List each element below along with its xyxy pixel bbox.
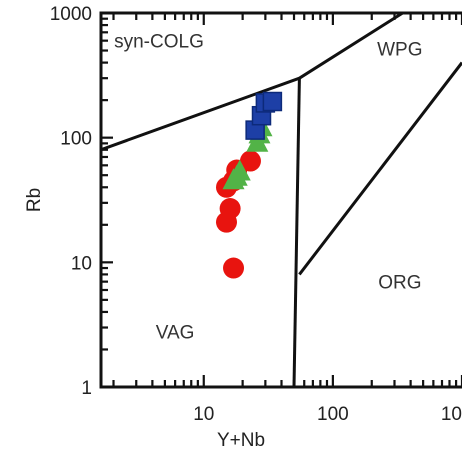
y-tick-label: 1000 (50, 4, 92, 25)
region-label-wpg: WPG (377, 39, 422, 60)
field-boundary-line (298, 61, 462, 276)
data-point-circle (219, 198, 241, 220)
y-tick-label: 100 (60, 129, 92, 150)
region-label-syn-colg: syn-COLG (114, 32, 204, 53)
data-point-circle (239, 150, 261, 172)
data-point-circle (223, 257, 245, 279)
x-tick-label: 10 (193, 404, 214, 425)
y-tick-label: 1 (81, 378, 92, 399)
region-label-org: ORG (378, 273, 421, 294)
x-axis-title: Y+Nb (217, 430, 265, 450)
y-tick-label: 10 (71, 253, 92, 274)
region-label-vag: VAG (156, 322, 195, 343)
field-boundary-line (101, 13, 406, 152)
data-point-square (262, 91, 283, 112)
x-tick-label: 1000 (441, 404, 462, 425)
field-boundary-line (292, 78, 301, 387)
data-point-triangle (228, 159, 251, 181)
y-axis-title: Rb (24, 188, 45, 212)
x-tick-label: 100 (317, 404, 349, 425)
